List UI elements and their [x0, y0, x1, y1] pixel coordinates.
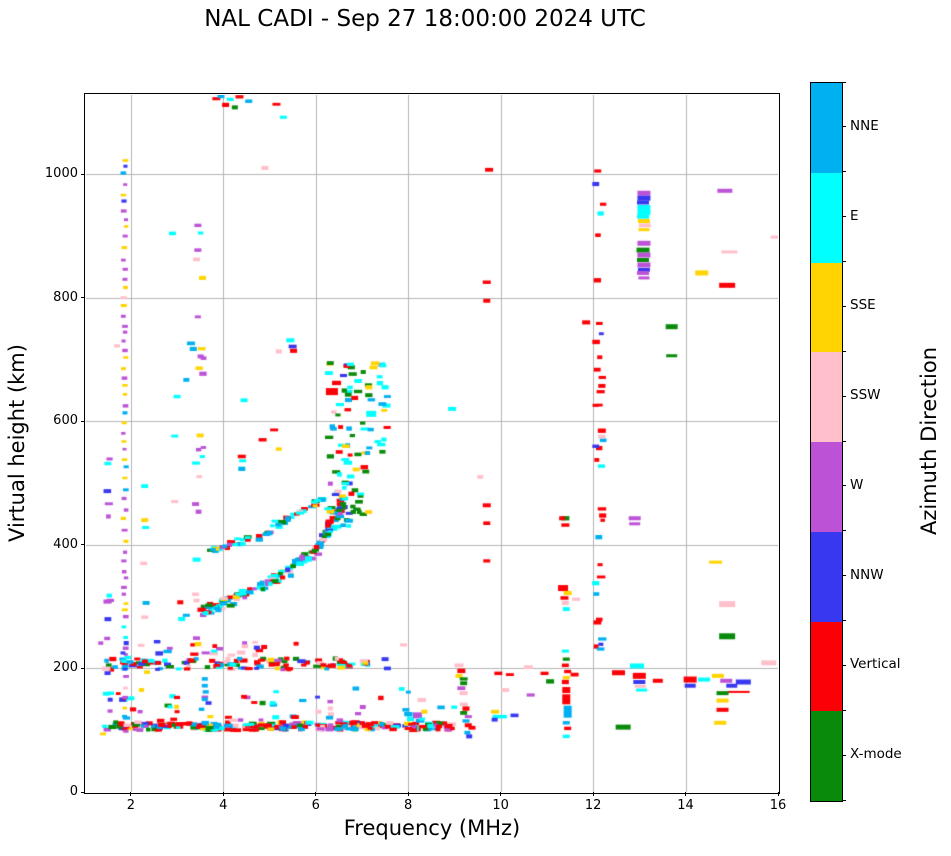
colorbar-tick-label: X-mode	[850, 746, 902, 763]
x-tick-mark	[130, 792, 132, 796]
y-tick-mark	[81, 297, 85, 299]
x-tick-mark	[315, 792, 317, 796]
x-tick-label: 12	[584, 798, 602, 813]
colorbar-tick-label: Vertical	[850, 656, 901, 673]
x-tick-mark	[222, 792, 224, 796]
x-tick-mark	[500, 792, 502, 796]
colorbar-tick-label: E	[850, 207, 859, 224]
colorbar-tick-label: SSE	[850, 297, 876, 314]
colorbar-boundary-tick	[842, 261, 846, 262]
x-tick-label: 8	[404, 798, 413, 813]
x-tick-mark	[592, 792, 594, 796]
x-tick-label: 16	[769, 798, 787, 813]
y-tick-label: 800	[53, 289, 78, 305]
y-tick-mark	[81, 791, 85, 793]
colorbar-tick-label: NNE	[850, 117, 879, 134]
colorbar-segment-NNE	[811, 83, 842, 173]
y-axis-label: Virtual height (km)	[5, 344, 29, 542]
x-tick-label: 14	[677, 798, 694, 813]
colorbar-segment-SSE	[811, 262, 842, 353]
x-tick-mark	[777, 792, 779, 796]
y-tick-mark	[81, 420, 85, 422]
colorbar-tick-mark	[842, 216, 846, 218]
colorbar-segment-SSW	[811, 352, 842, 442]
colorbar-boundary-tick	[842, 799, 846, 801]
y-tick-label: 1000	[44, 166, 78, 182]
colorbar-tick-label: NNW	[850, 566, 884, 583]
x-axis-label: Frequency (MHz)	[343, 816, 521, 840]
colorbar-tick-mark	[842, 664, 846, 666]
y-tick-label: 0	[69, 784, 78, 799]
x-tick-label: 10	[492, 798, 509, 813]
colorbar-tick-mark	[842, 305, 846, 307]
colorbar-boundary-tick	[842, 171, 846, 173]
colorbar-boundary-tick	[842, 530, 846, 532]
colorbar-segment-Vertical	[811, 621, 842, 712]
y-tick-mark	[81, 667, 85, 669]
y-tick-mark	[81, 544, 85, 546]
colorbar-segment-W	[811, 442, 842, 532]
y-tick-label: 600	[53, 413, 78, 429]
colorbar-tick-mark	[842, 395, 846, 397]
y-tick-mark	[81, 173, 85, 175]
colorbar	[810, 82, 843, 802]
colorbar-boundary-tick	[842, 620, 846, 621]
colorbar-label: Azimuth Direction	[917, 346, 941, 536]
colorbar-segment-NNW	[811, 531, 842, 622]
colorbar-boundary-tick	[842, 709, 846, 711]
colorbar-boundary-tick	[842, 81, 846, 83]
y-tick-label: 200	[53, 660, 78, 676]
x-tick-mark	[685, 792, 687, 796]
x-tick-label: 4	[219, 798, 228, 813]
scatter-canvas	[86, 95, 778, 792]
colorbar-tick-mark	[842, 126, 846, 128]
colorbar-segment-X-mode	[811, 711, 842, 801]
x-tick-label: 6	[311, 798, 320, 813]
colorbar-segment-E	[811, 172, 842, 263]
chart-title: NAL CADI - Sep 27 18:00:00 2024 UTC	[204, 6, 646, 32]
colorbar-tick-mark	[842, 575, 846, 577]
colorbar-tick-label: W	[850, 476, 864, 493]
colorbar-tick-label: SSW	[850, 387, 881, 404]
colorbar-tick-mark	[842, 485, 846, 487]
colorbar-boundary-tick	[842, 350, 846, 352]
colorbar-boundary-tick	[842, 440, 846, 442]
x-tick-label: 2	[126, 798, 135, 813]
y-tick-label: 400	[53, 536, 78, 552]
x-tick-mark	[407, 792, 409, 796]
colorbar-tick-mark	[842, 754, 846, 756]
